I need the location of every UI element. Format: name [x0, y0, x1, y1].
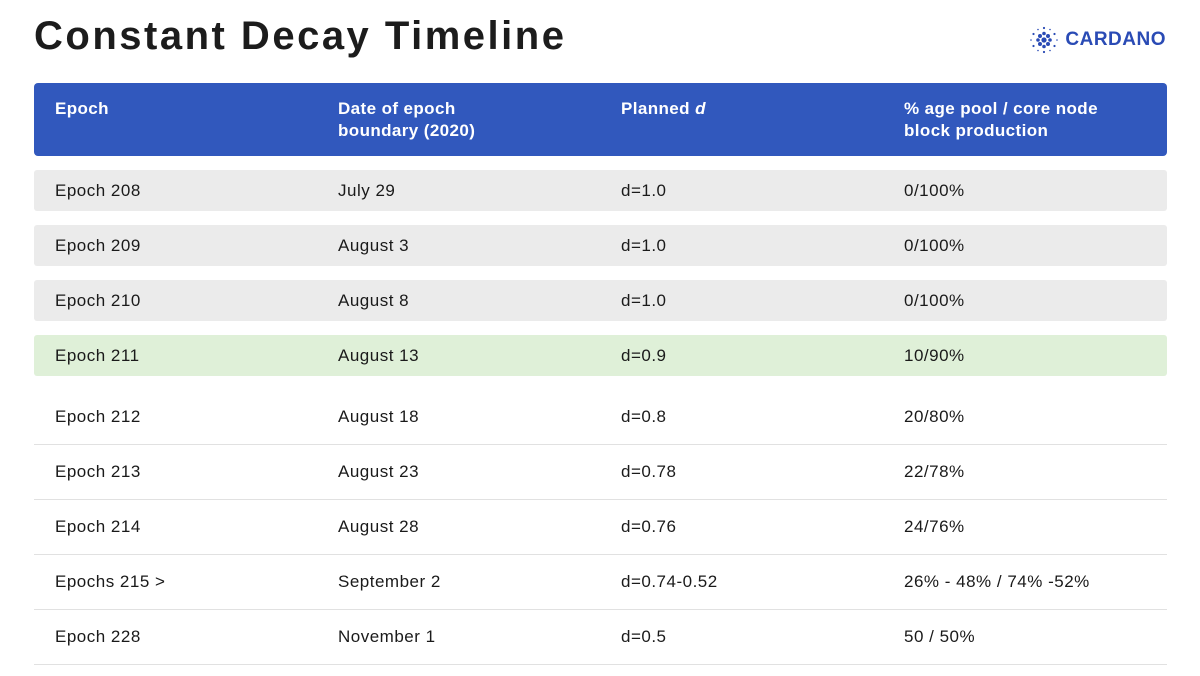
cardano-logo: CARDANO: [1029, 25, 1166, 55]
cell-epoch: Epoch 210: [55, 290, 141, 310]
cell-planned-d: d=0.74-0.52: [621, 572, 718, 591]
cell-epoch: Epoch 209: [55, 235, 141, 255]
table-body: Epoch 208 July 29 d=1.0 0/100% Epoch 209 Augu…: [34, 170, 1167, 665]
cell-date: August 18: [338, 407, 420, 426]
cell-date: August 13: [338, 345, 420, 365]
logo-wordmark: CARDANO: [1065, 29, 1166, 50]
table-row: Epochs 215 > September 2 d=0.74-0.52 26% - …: [34, 555, 1167, 610]
cell-epoch: Epochs 215 >: [55, 572, 166, 591]
header-planned-variable: d: [695, 99, 706, 118]
cell-date: September 2: [338, 572, 441, 591]
cell-share: 26% - 48% / 74% -52%: [904, 572, 1090, 591]
decay-timeline-table: Epoch Date of epoch boundary (2020) Plan…: [34, 83, 1167, 665]
cell-share: 0/100%: [904, 290, 965, 310]
table-row: Epoch 210 August 8 d=1.0 0/100%: [34, 280, 1167, 321]
cell-planned-d: d=0.76: [621, 517, 677, 536]
cell-share: 0/100%: [904, 235, 965, 255]
cell-share: 0/100%: [904, 180, 965, 200]
cardano-logo-icon: [1030, 26, 1059, 54]
header-epoch: Epoch: [55, 99, 109, 118]
cell-share: 50 / 50%: [904, 627, 976, 646]
cell-date: August 8: [338, 290, 410, 310]
cell-epoch: Epoch 211: [55, 345, 140, 365]
cell-date: August 28: [338, 517, 420, 536]
cell-planned-d: d=0.8: [621, 407, 667, 426]
table-row: Epoch 209 August 3 d=1.0 0/100%: [34, 225, 1167, 266]
table-row: Epoch 213 August 23 d=0.78 22/78%: [34, 445, 1167, 500]
cell-share: 24/76%: [904, 517, 965, 536]
cell-date: November 1: [338, 627, 436, 646]
page-title: Constant Decay Timeline: [34, 14, 567, 58]
cell-share: 20/80%: [904, 407, 965, 426]
table-row: Epoch 214 August 28 d=0.76 24/76%: [34, 500, 1167, 555]
table-row: Epoch 211 August 13 d=0.9 10/90%: [34, 335, 1167, 376]
cell-date: August 3: [338, 235, 410, 255]
cell-planned-d: d=0.78: [621, 462, 677, 481]
cell-date: July 29: [338, 180, 396, 200]
cell-planned-d: d=1.0: [621, 235, 667, 255]
cell-planned-d: d=0.5: [621, 627, 667, 646]
header-share: % age pool / core node block production: [904, 99, 1098, 140]
cell-planned-d: d=1.0: [621, 290, 667, 310]
cell-planned-d: d=0.9: [621, 345, 667, 365]
header-planned-d: Planned d: [600, 83, 883, 156]
table-header: Epoch Date of epoch boundary (2020) Plan…: [34, 83, 1167, 156]
cell-epoch: Epoch 208: [55, 180, 141, 200]
table-row: Epoch 208 July 29 d=1.0 0/100%: [34, 170, 1167, 211]
table-row: Epoch 228 November 1 d=0.5 50 / 50%: [34, 610, 1167, 665]
cell-epoch: Epoch 212: [55, 407, 141, 426]
cell-share: 22/78%: [904, 462, 965, 481]
header-planned-label: Planned: [621, 99, 696, 118]
table-row: Epoch 212 August 18 d=0.8 20/80%: [34, 390, 1167, 445]
cell-share: 10/90%: [904, 345, 965, 365]
cell-date: August 23: [338, 462, 420, 481]
header-date: Date of epoch boundary (2020): [338, 99, 476, 140]
cell-epoch: Epoch 228: [55, 627, 141, 646]
cell-planned-d: d=1.0: [621, 180, 667, 200]
cell-epoch: Epoch 214: [55, 517, 141, 536]
cell-epoch: Epoch 213: [55, 462, 141, 481]
